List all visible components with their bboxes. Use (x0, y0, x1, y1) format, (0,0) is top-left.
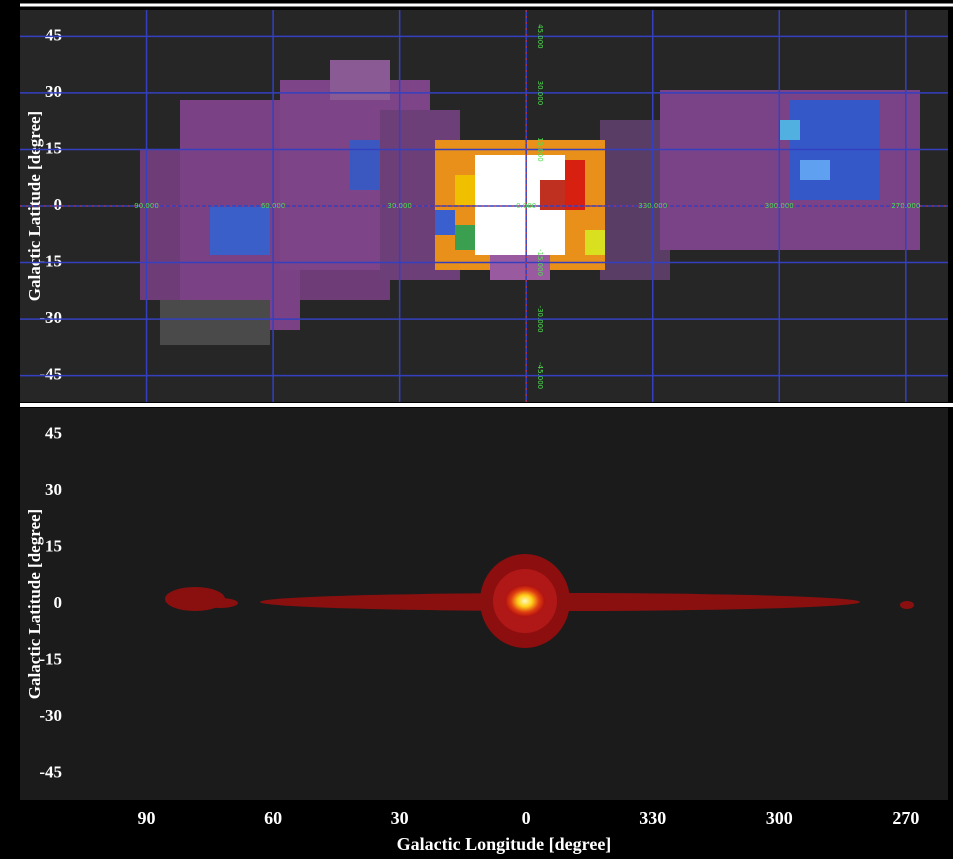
x-tick-label: 30 (391, 808, 409, 828)
grid-label: 30.000 (536, 81, 544, 106)
x-tick-label: 330 (639, 808, 666, 828)
x-tick-label: 90 (138, 808, 156, 828)
y-tick-label: 45 (45, 25, 62, 44)
y-tick-label: 15 (45, 536, 62, 555)
gamma-map (165, 554, 914, 648)
y-axis-label: Galactic Latitude [degree] (25, 509, 44, 699)
y-tick-label: -45 (39, 763, 62, 782)
x-tick-label: 270 (892, 808, 919, 828)
x-axis-label: Galactic Longitude [degree] (397, 834, 612, 854)
y-tick-label: 15 (45, 138, 62, 157)
y-tick-label: -15 (39, 649, 62, 668)
grid-label: -45.000 (536, 362, 544, 389)
grid-label: 330.000 (638, 202, 667, 210)
grid-label: 270.000 (891, 202, 920, 210)
grid-label: 300.000 (765, 202, 794, 210)
y-tick-label: 30 (45, 82, 62, 101)
y-tick-label: 45 (45, 423, 62, 442)
y-tick-label: 0 (54, 195, 63, 214)
y-tick-label: -15 (39, 251, 62, 270)
y-tick-label: -30 (39, 308, 62, 327)
grid-label: -15.000 (536, 249, 544, 276)
grid-label: -30.000 (536, 306, 544, 333)
x-tick-label: 300 (766, 808, 793, 828)
y-tick-label: -45 (39, 365, 62, 384)
y-tick-label: 0 (54, 593, 63, 612)
sky-map (140, 60, 920, 345)
x-tick-label: 0 (522, 808, 531, 828)
grid-label: 0.000 (516, 202, 536, 210)
x-tick-label: 60 (264, 808, 282, 828)
y-tick-label: -30 (39, 706, 62, 725)
grid-label: 45.000 (536, 24, 544, 49)
y-tick-label: 30 (45, 480, 62, 499)
grid-label: 15.000 (536, 137, 544, 162)
